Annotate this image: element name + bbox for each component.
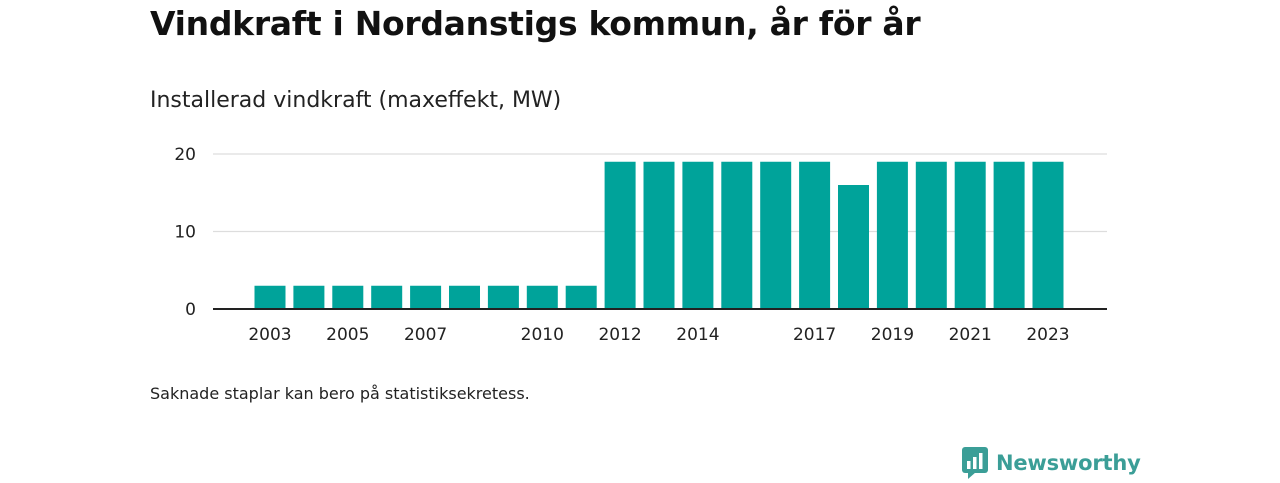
newsworthy-logo-icon: [962, 447, 988, 479]
bars: [254, 161, 1064, 309]
x-tick-label: 2019: [871, 325, 914, 345]
bar-2013[interactable]: [643, 161, 675, 309]
x-tick-label: 2021: [949, 325, 992, 345]
brand-name: Newsworthy: [996, 451, 1141, 475]
x-tick-label: 2005: [326, 325, 369, 345]
bar-2006[interactable]: [371, 285, 403, 309]
chart-subtitle: Installerad vindkraft (maxeffekt, MW): [150, 88, 562, 113]
bar-2010[interactable]: [526, 285, 558, 309]
bar-2020[interactable]: [915, 161, 947, 309]
bar-2016[interactable]: [760, 161, 792, 309]
y-tick-label: 10: [174, 223, 196, 243]
y-axis-ticks: 0 10 20: [174, 145, 196, 320]
bar-2009[interactable]: [487, 285, 519, 309]
bar-2018[interactable]: [838, 185, 869, 309]
bar-2022[interactable]: [993, 161, 1025, 309]
x-tick-label: 2003: [248, 325, 291, 345]
bar-2015[interactable]: [721, 161, 753, 309]
bar-2019[interactable]: [876, 161, 908, 309]
bar-2011[interactable]: [565, 285, 597, 309]
x-tick-label: 2023: [1026, 325, 1069, 345]
y-tick-label: 20: [174, 145, 196, 165]
bar-2023[interactable]: [1032, 161, 1064, 309]
x-tick-label: 2017: [793, 325, 836, 345]
bar-2021[interactable]: [954, 161, 986, 309]
bar-2008[interactable]: [449, 285, 480, 309]
bar-2007[interactable]: [410, 285, 442, 309]
x-tick-label: 2012: [598, 325, 641, 345]
page-title: Vindkraft i Nordanstigs kommun, år för å…: [150, 4, 921, 43]
y-tick-label: 0: [185, 300, 196, 320]
x-tick-label: 2010: [521, 325, 564, 345]
x-tick-label: 2014: [676, 325, 719, 345]
footnote: Saknade staplar kan bero på statistiksek…: [150, 384, 530, 403]
x-tick-label: 2007: [404, 325, 447, 345]
bar-2014[interactable]: [682, 161, 714, 309]
bar-2003[interactable]: [254, 285, 286, 309]
bar-2017[interactable]: [799, 161, 831, 309]
bar-2005[interactable]: [332, 285, 364, 309]
x-axis-ticks: 2003 2005 2007 2010 2012 2014 2017 2019 2021 2023: [248, 325, 1069, 345]
brand-logo[interactable]: Newsworthy: [962, 446, 1141, 480]
bar-2004[interactable]: [293, 285, 325, 309]
bar-2012[interactable]: [604, 161, 636, 309]
